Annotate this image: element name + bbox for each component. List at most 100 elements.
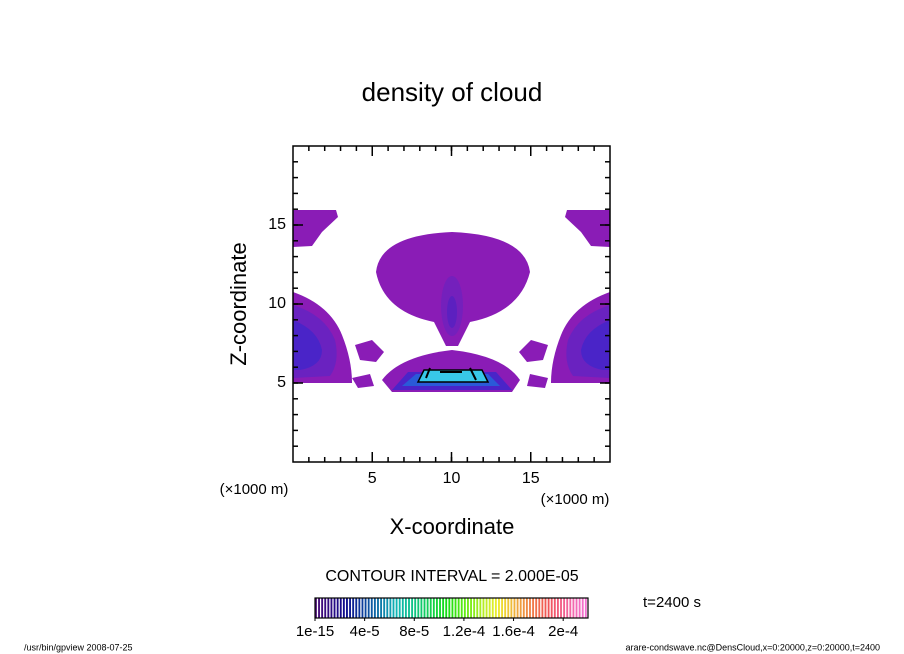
colorbar-stripe — [470, 598, 472, 618]
x-axis-label: X-coordinate — [390, 514, 515, 539]
colorbar-stripe — [373, 598, 376, 618]
footer-right: arare-condswave.nc@DensCloud,x=0:20000,z… — [625, 642, 880, 652]
colorbar-stripe — [538, 598, 541, 618]
colorbar-stripe — [547, 598, 550, 618]
colorbar-stripe — [355, 598, 358, 618]
colorbar-frame — [314, 597, 589, 619]
colorbar-stripe — [535, 598, 538, 618]
colorbar-stripe — [315, 598, 317, 618]
colorbar-stripe — [560, 598, 562, 618]
colorbar-stripe — [432, 598, 435, 618]
colorbar-tick-label: 1.2e-4 — [443, 623, 486, 640]
colorbar-tick-label: 1.6e-4 — [492, 623, 535, 640]
colorbar-stripe — [563, 598, 566, 618]
colorbar-stripe — [454, 598, 457, 618]
colorbar-stripe — [575, 598, 578, 618]
colorbar-stripe — [423, 598, 426, 618]
colorbar-stripe — [463, 598, 466, 618]
colorbar-stripe — [476, 598, 479, 618]
colorbar-stripe — [569, 598, 572, 618]
footer-left: /usr/bin/gpview 2008-07-25 — [24, 642, 133, 652]
colorbar-stripe — [584, 598, 587, 618]
colorbar-tick-label: 8e-5 — [399, 623, 429, 640]
colorbar-stripe — [358, 598, 361, 618]
contour-fill — [293, 210, 610, 392]
colorbar-stripe — [386, 598, 389, 618]
colorbar-stripe — [479, 598, 482, 618]
colorbar-stripe — [556, 598, 559, 618]
colorbar-stripe — [414, 598, 417, 618]
colorbar-stripe — [339, 598, 342, 618]
colorbar-stripe — [398, 598, 401, 618]
colorbar-stripe — [395, 598, 398, 618]
colorbar-stripe — [318, 598, 320, 618]
colorbar-stripe — [321, 598, 324, 618]
contour-region — [352, 374, 374, 388]
colorbar-stripe — [473, 598, 476, 618]
time-label: t=2400 s — [643, 594, 701, 611]
x-unit: (×1000 m) — [541, 491, 610, 508]
contour-region — [355, 340, 384, 362]
colorbar-stripe — [392, 598, 395, 618]
colorbar-stripe — [389, 598, 392, 618]
contour-line — [425, 367, 477, 381]
colorbar-stripe — [361, 598, 364, 618]
colorbar-stripe — [445, 598, 448, 618]
colorbar-stripe — [383, 598, 386, 618]
colorbar-stripe — [507, 598, 510, 618]
contour-region — [447, 296, 457, 328]
colorbar-stripe — [330, 598, 333, 618]
colorbar-stripe — [333, 598, 336, 618]
colorbar-stripe — [401, 598, 404, 618]
colorbar-stripe — [510, 598, 513, 618]
colorbar-stripe — [522, 598, 525, 618]
colorbar-stripe — [572, 598, 575, 618]
colorbar-stripe — [494, 598, 497, 618]
colorbar-tick-label: 2e-4 — [548, 623, 578, 640]
colorbar-stripe — [541, 598, 544, 618]
colorbar-stripe — [482, 598, 485, 618]
colorbar-stripe — [544, 598, 547, 618]
axes: 5 10 15 5 10 15 — [268, 146, 610, 487]
colorbar-stripe — [451, 598, 454, 618]
contour-region — [416, 369, 490, 383]
y-axis-label: Z-coordinate — [226, 242, 251, 366]
colorbar-stripe — [516, 598, 519, 618]
contour-region — [519, 340, 548, 362]
y-tick-label: 15 — [268, 216, 286, 233]
colorbar-stripe — [532, 598, 535, 618]
y-unit: (×1000 m) — [220, 481, 289, 498]
colorbar-stripe — [411, 598, 414, 618]
colorbar-stripe — [491, 598, 494, 618]
colorbar: 1e-15 4e-5 8e-5 1.2e-4 1.6e-4 2e-4 — [296, 597, 589, 640]
colorbar-stripe — [442, 598, 445, 618]
colorbar-stripe — [367, 598, 370, 618]
colorbar-stripe — [426, 598, 429, 618]
colorbar-stripe — [342, 598, 345, 618]
x-tick-label: 10 — [443, 470, 461, 487]
colorbar-stripe — [553, 598, 556, 618]
colorbar-stripe — [581, 598, 584, 618]
colorbar-stripe — [408, 598, 410, 618]
colorbar-stripe — [448, 598, 451, 618]
colorbar-stripe — [439, 598, 441, 618]
colorbar-stripe — [550, 598, 553, 618]
colorbar-stripe — [420, 598, 423, 618]
colorbar-tick-label: 1e-15 — [296, 623, 334, 640]
colorbar-stripe — [467, 598, 469, 618]
colorbar-stripe — [364, 598, 367, 618]
contour-region — [565, 210, 610, 247]
colorbar-stripe — [460, 598, 463, 618]
colorbar-stripe — [501, 598, 503, 618]
colorbar-stripe — [429, 598, 432, 618]
colorbar-stripe — [566, 598, 569, 618]
contour-region — [293, 210, 338, 247]
colorbar-stripe — [346, 598, 348, 618]
colorbar-stripe — [578, 598, 581, 618]
colorbar-stripe — [380, 598, 383, 618]
colorbar-stripe — [498, 598, 500, 618]
colorbar-stripe — [417, 598, 420, 618]
chart-title: density of cloud — [362, 77, 543, 107]
colorbar-stripe — [336, 598, 339, 618]
